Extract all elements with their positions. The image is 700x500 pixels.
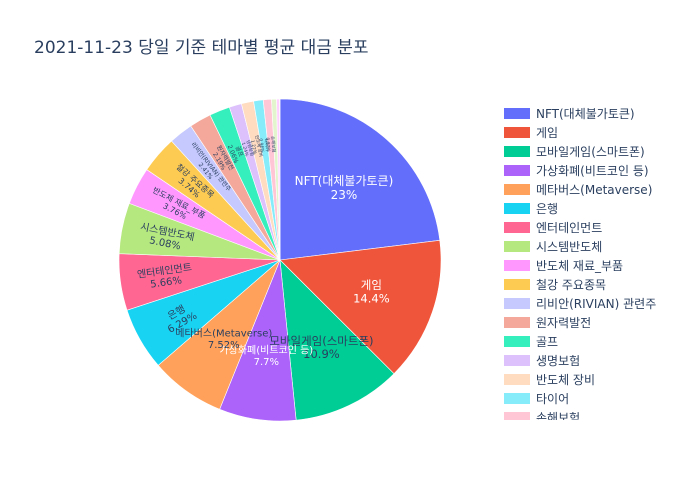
legend-item[interactable]: 모바일게임(스마트폰) (496, 142, 645, 161)
legend-label: 반도체 장비 (536, 373, 596, 387)
legend-item[interactable]: 골프 (496, 332, 558, 351)
slice-label-percent: 1.22% (249, 140, 258, 156)
legend-item[interactable]: 시스템반도체 (496, 237, 602, 256)
legend-swatch (504, 203, 530, 214)
legend-label: 반도체 재료_부품 (536, 259, 624, 273)
legend-label: 손해보험 (536, 411, 581, 420)
legend-item[interactable]: 반도체 재료_부품 (496, 256, 623, 275)
slice-label-name: 생명보험 (245, 139, 256, 157)
legend-item[interactable]: 손해보험 (496, 408, 580, 420)
legend-label: 메타버스(Metaverse) (536, 183, 653, 197)
legend-item[interactable]: 반도체 장비 (496, 370, 595, 389)
legend-swatch (504, 222, 530, 233)
legend-label: 게임 (536, 126, 559, 140)
legend-swatch (504, 260, 530, 271)
slice-label-percent: 7.7% (254, 357, 279, 368)
slice-label-name: NFT(대체불가토큰) (295, 174, 394, 188)
legend-item[interactable]: 메타버스(Metaverse) (496, 180, 652, 199)
slice-label-percent: 10.9% (303, 347, 340, 361)
legend-swatch (504, 298, 530, 309)
slice-label-percent: 23% (331, 188, 358, 202)
legend-item[interactable]: 은행 (496, 199, 558, 218)
slice-label-name: 메타버스(Metaverse) (175, 328, 272, 340)
slice-label: 생명보험1.24% (240, 139, 256, 158)
legend-swatch (504, 279, 530, 290)
slice-label: 은행6.29% (160, 300, 199, 336)
legend-item[interactable]: 철강 주요종목 (496, 275, 606, 294)
slice-label: 메타버스(Metaverse) 7.52% (175, 328, 272, 352)
legend-item[interactable]: 원자력발전 (496, 313, 591, 332)
chart-title: 2021-11-23 당일 기준 테마별 평균 대금 분포 (34, 38, 369, 58)
pie-slice[interactable] (279, 98, 441, 261)
slice-label-percent: 0.96% (257, 138, 265, 154)
legend-label: NFT(대체불가토큰) (536, 107, 635, 121)
slice-label-name: 타이어 (263, 138, 272, 151)
legend-swatch (504, 184, 530, 195)
legend-swatch (504, 165, 530, 176)
legend-item[interactable]: NFT(대체불가토큰) (496, 104, 635, 123)
slice-label-name: 게임 (361, 278, 382, 292)
legend-item[interactable]: 생명보험 (496, 351, 580, 370)
pie-slice[interactable] (279, 259, 395, 421)
slice-label-percent: 5.66% (150, 275, 183, 290)
legend-label: 모바일게임(스마트폰) (536, 145, 645, 159)
legend-swatch (504, 393, 530, 404)
slice-label-name: 손해보험 (269, 136, 277, 153)
pie-slice[interactable] (279, 239, 442, 375)
legend-label: 은행 (536, 202, 559, 216)
legend-label: 철강 주요종목 (536, 278, 607, 292)
slice-label-percent: 14.4% (353, 291, 390, 305)
legend-swatch (504, 374, 530, 385)
legend-swatch (504, 108, 530, 119)
slice-label: NFT(대체불가토큰) 23% (295, 174, 394, 202)
slice-label: 가상화폐(비트코인 등) 7.7% (219, 345, 313, 369)
legend-swatch (504, 127, 530, 138)
legend-item[interactable]: 게임 (496, 123, 558, 142)
slice-label: 모바일게임(스마트폰) 10.9% (269, 334, 373, 361)
legend-item[interactable]: 엔터테인먼트 (496, 218, 602, 237)
slice-label: 타이어0.96% (257, 137, 271, 154)
pie-slices (118, 98, 442, 422)
slice-label-name: 모바일게임(스마트폰) (269, 334, 373, 348)
slice-label-percent: 1.24% (240, 142, 250, 158)
legend-label: 생명보험 (536, 354, 581, 368)
legend-swatch (504, 241, 530, 252)
legend-item[interactable]: 타이어 (496, 389, 569, 408)
legend-swatch (504, 317, 530, 328)
legend-swatch (504, 355, 530, 366)
legend-label: 타이어 (536, 392, 570, 406)
slice-label-name: 골프 (234, 145, 245, 158)
slice-label: 손해보험0.82% (264, 136, 277, 153)
legend-label: 가상화폐(비트코인 등) (536, 164, 649, 178)
legend-swatch (504, 336, 530, 347)
legend-swatch (504, 146, 530, 157)
legend-item[interactable]: 가상화폐(비트코인 등) (496, 161, 649, 180)
legend-label: 시스템반도체 (536, 240, 603, 254)
slice-label-percent: 0.82% (264, 137, 271, 152)
slice-label-name: 반도체 장비 (253, 134, 264, 157)
slice-label-percent: 7.52% (208, 340, 240, 351)
legend-label: 엔터테인먼트 (536, 221, 603, 235)
legend-item[interactable]: 리비안(RIVIAN) 관련주 (496, 294, 656, 313)
legend-swatch (504, 412, 530, 420)
legend-label: 리비안(RIVIAN) 관련주 (536, 297, 657, 311)
legend-label: 원자력발전 (536, 316, 592, 330)
slice-label: 게임 14.4% (353, 278, 390, 305)
slice-label-name: 가상화폐(비트코인 등) (219, 345, 313, 357)
legend-label: 골프 (536, 335, 559, 349)
slice-label: 반도체 장비1.22% (248, 134, 264, 158)
